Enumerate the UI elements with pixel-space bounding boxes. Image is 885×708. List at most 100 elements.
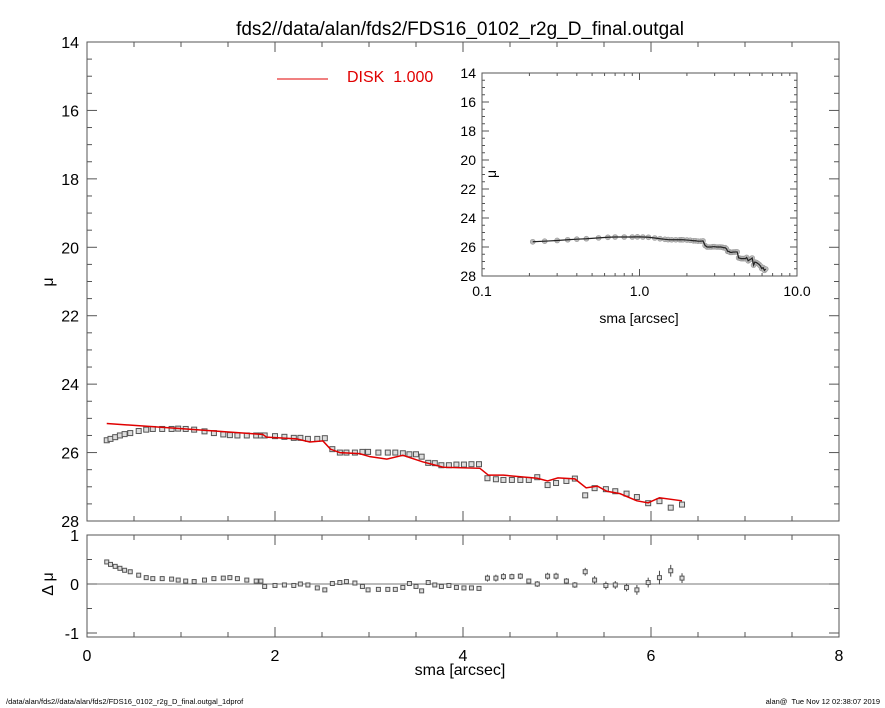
data-point [406, 451, 413, 458]
data-point [544, 482, 551, 489]
inset-x-axis-label: sma [arcsec] [599, 310, 678, 326]
data-point [375, 449, 382, 456]
residual-y-tick-label: -1 [65, 626, 79, 643]
data-point [500, 476, 507, 483]
residual-point [305, 582, 311, 588]
data-point [234, 432, 241, 439]
residual-point [563, 578, 569, 584]
data-point [492, 476, 499, 483]
residual-point [461, 585, 467, 591]
data-point [591, 485, 598, 492]
residual-point [297, 581, 303, 587]
residual-point [234, 576, 240, 582]
residual-point [645, 580, 651, 586]
data-point [667, 504, 674, 511]
x-tick-label: 6 [647, 648, 656, 665]
y-tick-label: 14 [61, 35, 79, 52]
residual-point [634, 587, 640, 593]
residual-point [359, 583, 365, 589]
inset-y-tick-label: 28 [460, 268, 476, 284]
residual-point [127, 569, 133, 575]
residual-point [375, 586, 381, 592]
residual-point [603, 582, 609, 588]
data-point [127, 430, 134, 437]
data-point [633, 494, 640, 501]
data-point [201, 428, 208, 435]
residual-point [122, 567, 128, 573]
residual-point [612, 582, 618, 588]
residual-y-axis-label: Δ μ [40, 572, 57, 595]
residual-point [262, 583, 268, 589]
residual-point [517, 573, 523, 579]
residual-point [159, 576, 165, 582]
residual-point [112, 563, 118, 569]
residual-point [244, 577, 250, 583]
residual-point [220, 575, 226, 581]
residual-point [117, 565, 123, 571]
y-tick-label: 24 [61, 377, 79, 394]
data-point [418, 453, 425, 460]
residual-point [211, 576, 217, 582]
inset-data-line [532, 236, 767, 272]
data-point [272, 433, 278, 440]
inset-plot-frame [481, 72, 798, 277]
inset-y-tick-label: 14 [460, 65, 476, 81]
residual-point [438, 583, 444, 589]
inset-x-tick-label: 1.0 [630, 283, 650, 299]
residual-point [446, 582, 452, 588]
inset-y-tick-label: 20 [460, 152, 476, 168]
data-point [679, 501, 686, 508]
chart-title: fds2//data/alan/fds2/FDS16_0102_r2g_D_fi… [236, 19, 684, 40]
data-point [582, 492, 589, 499]
data-point [321, 435, 328, 442]
inset-y-axis-label: μ [483, 170, 499, 178]
residual-point [406, 581, 412, 587]
y-tick-label: 16 [61, 103, 79, 120]
residual-point [272, 582, 278, 588]
y-tick-label: 26 [61, 446, 79, 463]
data-point [453, 461, 460, 468]
residual-point [343, 579, 349, 585]
y-axis-label: μ [40, 277, 57, 286]
data-point [612, 488, 619, 495]
residual-point [175, 577, 181, 583]
residual-point [314, 585, 320, 591]
residual-panel: 10-10 2 4 6 8 [65, 528, 844, 665]
data-point [656, 498, 663, 505]
inset-y-tick-label: 18 [460, 123, 476, 139]
residual-point [385, 586, 391, 592]
data-point [121, 431, 128, 438]
residual-point [500, 574, 506, 580]
y-tick-label: 18 [61, 172, 79, 189]
data-point [438, 462, 445, 469]
footer-timestamp: alan@ Tue Nov 12 02:38:07 2019 [766, 697, 880, 706]
inset-x-tick-label: 10.0 [783, 283, 810, 299]
inset-panel: 14 16 18 20 22 24 26 280.1 1.0 10.0 [460, 65, 810, 299]
x-axis-label: sma [arcsec] [415, 662, 506, 679]
residual-point [509, 574, 515, 580]
inset-y-tick-label: 16 [460, 94, 476, 110]
residual-point [227, 575, 233, 581]
data-point [290, 434, 297, 441]
residual-point [329, 581, 335, 587]
residual-point [253, 578, 259, 584]
data-point [484, 475, 491, 482]
data-point [143, 426, 150, 433]
residual-point [656, 575, 662, 581]
data-point [226, 432, 233, 439]
x-tick-label: 8 [835, 648, 844, 665]
residual-point [582, 569, 588, 575]
inset-x-tick-label: 0.1 [472, 283, 492, 299]
residual-point [534, 581, 540, 587]
residual-point [484, 575, 490, 581]
residual-point [191, 579, 197, 585]
residual-point [679, 575, 685, 581]
residual-point [453, 584, 459, 590]
residual-point [150, 576, 156, 582]
data-point [553, 480, 560, 487]
residual-point [169, 576, 175, 582]
residual-point [545, 573, 551, 579]
data-point [475, 461, 482, 468]
residual-point [624, 584, 630, 590]
